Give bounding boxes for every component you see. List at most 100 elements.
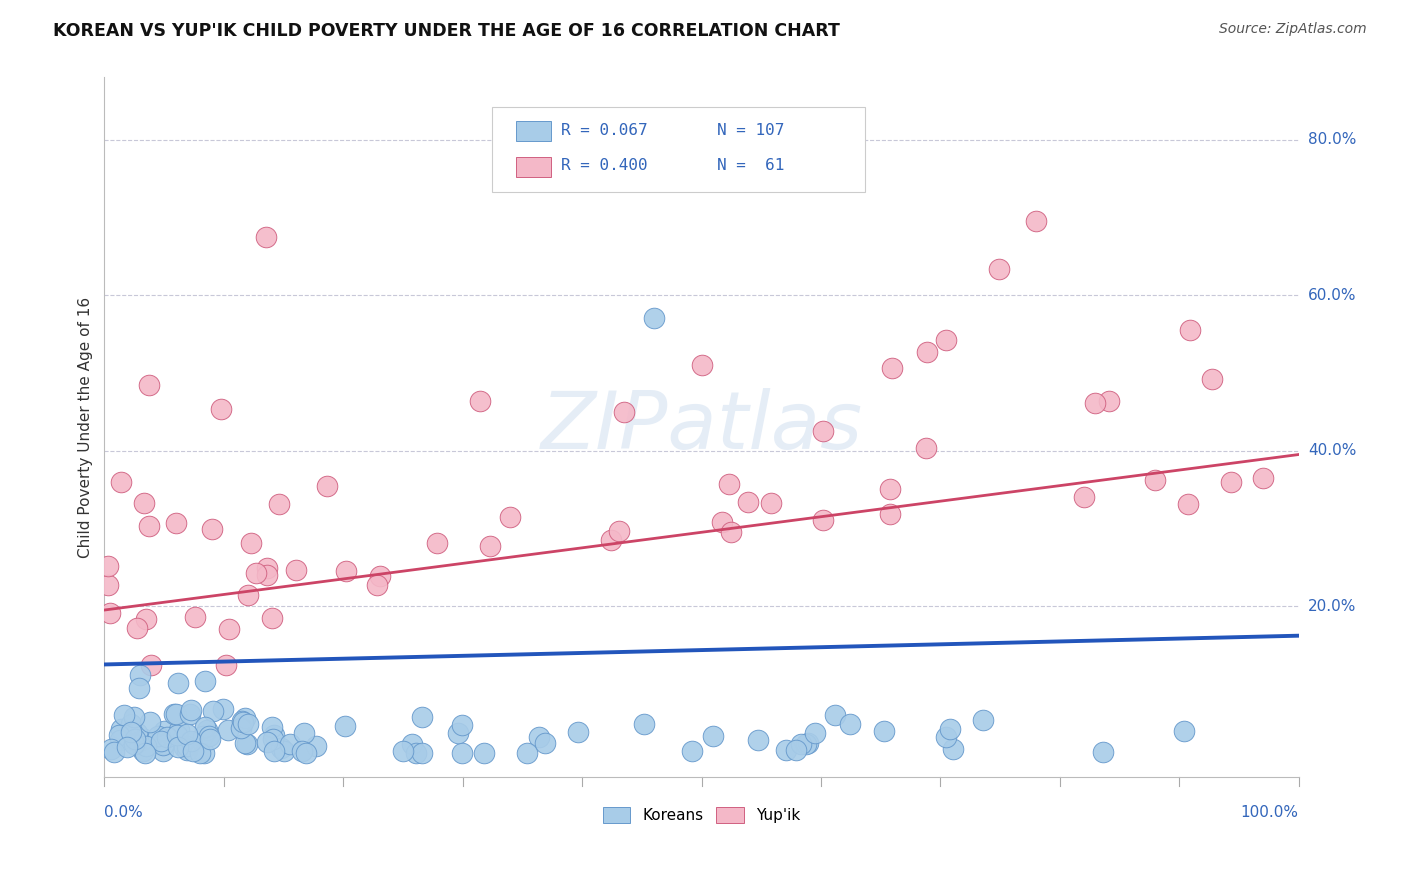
Point xyxy=(165,707,187,722)
Point xyxy=(468,393,491,408)
Point xyxy=(915,441,938,455)
Point xyxy=(179,706,201,721)
Point xyxy=(263,729,285,743)
Text: 40.0%: 40.0% xyxy=(1308,443,1357,458)
Point xyxy=(794,737,817,751)
Point xyxy=(256,561,278,575)
Point xyxy=(127,725,149,739)
Point xyxy=(333,719,356,733)
Point xyxy=(233,736,256,750)
Point xyxy=(231,714,253,728)
Point xyxy=(146,729,169,743)
Text: 20.0%: 20.0% xyxy=(1308,599,1357,614)
Point xyxy=(804,725,827,739)
Point xyxy=(176,727,198,741)
Point xyxy=(218,622,240,636)
Point xyxy=(112,708,135,723)
Point xyxy=(149,734,172,748)
Point xyxy=(291,744,314,758)
Point xyxy=(124,732,146,747)
Point xyxy=(411,747,433,761)
Text: 60.0%: 60.0% xyxy=(1308,287,1357,302)
Point xyxy=(135,612,157,626)
Point xyxy=(120,716,142,731)
Point xyxy=(212,702,235,716)
Point xyxy=(201,523,224,537)
Point xyxy=(710,515,733,529)
Point xyxy=(737,495,759,509)
Point xyxy=(292,725,315,739)
Point xyxy=(176,743,198,757)
Point xyxy=(100,741,122,756)
Point xyxy=(1201,372,1223,386)
Point xyxy=(152,723,174,738)
Point xyxy=(152,737,174,751)
Point xyxy=(120,725,142,739)
Point xyxy=(134,731,156,746)
Point xyxy=(273,744,295,758)
Point xyxy=(236,717,259,731)
Point xyxy=(411,710,433,724)
Point xyxy=(533,736,555,750)
Point xyxy=(295,746,318,760)
Point xyxy=(942,742,965,756)
Point xyxy=(215,657,238,672)
Point xyxy=(882,361,904,376)
Point xyxy=(198,731,221,746)
Point xyxy=(127,621,149,635)
Point xyxy=(229,721,252,735)
Point xyxy=(717,476,740,491)
Point xyxy=(110,475,132,490)
Point xyxy=(600,533,623,548)
Point xyxy=(839,717,862,731)
Point xyxy=(401,737,423,751)
Point xyxy=(217,723,239,737)
Point xyxy=(935,333,957,347)
Point xyxy=(405,747,427,761)
Point xyxy=(790,737,813,751)
Point xyxy=(152,744,174,758)
Point xyxy=(915,345,938,359)
Point xyxy=(194,674,217,689)
Text: 100.0%: 100.0% xyxy=(1240,805,1299,820)
Point xyxy=(167,676,190,690)
Point xyxy=(879,507,901,521)
Point xyxy=(633,717,655,731)
Point xyxy=(607,524,630,538)
Text: ZIPatlas: ZIPatlas xyxy=(540,388,862,467)
Point xyxy=(166,740,188,755)
Point xyxy=(134,746,156,760)
Point xyxy=(527,730,550,744)
Text: R = 0.067: R = 0.067 xyxy=(561,123,648,137)
Point xyxy=(811,512,834,526)
Point xyxy=(260,720,283,734)
Point xyxy=(239,535,262,549)
Point xyxy=(988,261,1011,276)
Point xyxy=(643,311,665,326)
Point xyxy=(256,568,278,582)
Point xyxy=(681,744,703,758)
Point xyxy=(270,740,292,755)
Point xyxy=(132,744,155,758)
Point xyxy=(702,729,724,743)
Point xyxy=(97,578,120,592)
Point xyxy=(747,733,769,747)
Point xyxy=(775,743,797,757)
Text: 0.0%: 0.0% xyxy=(104,805,143,820)
Point xyxy=(139,657,162,672)
Point xyxy=(184,610,207,624)
Point xyxy=(173,740,195,755)
Point xyxy=(115,740,138,755)
Point xyxy=(811,424,834,438)
Text: N =  61: N = 61 xyxy=(717,159,785,173)
Point xyxy=(122,737,145,751)
Point xyxy=(1220,475,1243,489)
Point xyxy=(797,736,820,750)
Point xyxy=(128,681,150,695)
Point xyxy=(305,739,328,753)
Point xyxy=(209,401,232,416)
Point xyxy=(194,720,217,734)
Point xyxy=(262,610,284,624)
Point xyxy=(1073,490,1095,504)
Point xyxy=(879,482,901,496)
